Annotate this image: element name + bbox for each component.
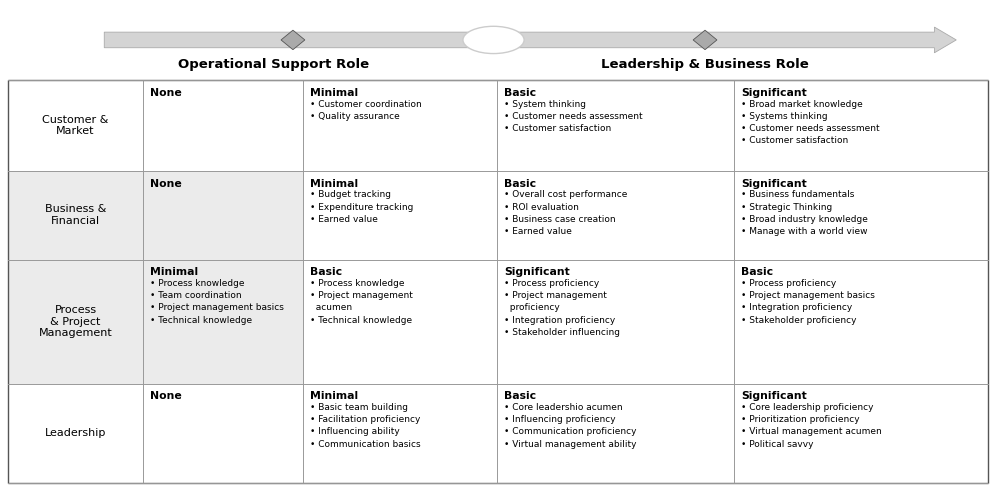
Text: Basic: Basic	[310, 267, 342, 278]
Bar	[303, 171, 497, 260]
Text: Basic: Basic	[741, 267, 774, 278]
Text: Minimal: Minimal	[310, 392, 358, 401]
Text: None: None	[150, 179, 182, 189]
Text: Significant: Significant	[741, 392, 807, 401]
Bar	[143, 80, 303, 171]
Text: Business &
Financial: Business & Financial	[45, 205, 106, 226]
Bar	[8, 171, 143, 260]
Text: • Process knowledge
• Project management
  acumen
• Technical knowledge: • Process knowledge • Project management…	[310, 279, 413, 324]
Bar	[497, 80, 734, 171]
Text: • Business fundamentals
• Strategic Thinking
• Broad industry knowledge
• Manage: • Business fundamentals • Strategic Thin…	[741, 190, 868, 236]
Text: Minimal: Minimal	[310, 179, 358, 189]
Bar	[8, 80, 988, 483]
Bar	[8, 384, 143, 483]
Bar	[303, 80, 497, 171]
Text: Minimal: Minimal	[150, 267, 199, 278]
Text: • Budget tracking
• Expenditure tracking
• Earned value: • Budget tracking • Expenditure tracking…	[310, 190, 413, 224]
Text: Basic: Basic	[504, 179, 536, 189]
Text: Customer &
Market: Customer & Market	[43, 115, 109, 136]
Bar	[734, 171, 988, 260]
Bar	[8, 80, 143, 171]
Bar	[303, 384, 497, 483]
Text: • Overall cost performance
• ROI evaluation
• Business case creation
• Earned va: • Overall cost performance • ROI evaluat…	[504, 190, 628, 236]
Polygon shape	[693, 30, 717, 50]
Text: • Process proficiency
• Project management
  proficiency
• Integration proficien: • Process proficiency • Project manageme…	[504, 279, 620, 337]
Ellipse shape	[463, 26, 524, 54]
Text: • Core leadershio acumen
• Influencing proficiency
• Communication proficiency
•: • Core leadershio acumen • Influencing p…	[504, 403, 637, 449]
Text: • Customer coordination
• Quality assurance: • Customer coordination • Quality assura…	[310, 100, 422, 121]
Bar	[143, 384, 303, 483]
Text: • Process knowledge
• Team coordination
• Project management basics
• Technical : • Process knowledge • Team coordination …	[150, 279, 284, 324]
Bar	[497, 384, 734, 483]
Text: Leadership: Leadership	[45, 429, 106, 438]
Text: Significant: Significant	[741, 179, 807, 189]
Polygon shape	[281, 30, 305, 50]
Bar	[497, 171, 734, 260]
Bar	[8, 260, 143, 384]
Text: • Basic team building
• Facilitation proficiency
• Influencing ability
• Communi: • Basic team building • Facilitation pro…	[310, 403, 420, 449]
Text: • System thinking
• Customer needs assessment
• Customer satisfaction: • System thinking • Customer needs asses…	[504, 100, 642, 133]
Bar	[734, 260, 988, 384]
Text: Basic: Basic	[504, 88, 536, 98]
Text: • Core leadership proficiency
• Prioritization proficiency
• Virtual management : • Core leadership proficiency • Prioriti…	[741, 403, 882, 449]
Text: None: None	[150, 392, 182, 401]
Text: Minimal: Minimal	[310, 88, 358, 98]
Text: Process
& Project
Management: Process & Project Management	[39, 305, 112, 338]
Text: • Broad market knowledge
• Systems thinking
• Customer needs assessment
• Custom: • Broad market knowledge • Systems think…	[741, 100, 880, 145]
Text: Significant: Significant	[741, 88, 807, 98]
Text: Operational Support Role: Operational Support Role	[178, 58, 368, 71]
Bar	[143, 260, 303, 384]
Text: Significant: Significant	[504, 267, 570, 278]
Text: Basic: Basic	[504, 392, 536, 401]
FancyArrow shape	[104, 27, 956, 53]
Bar	[303, 260, 497, 384]
Text: • Process proficiency
• Project management basics
• Integration proficiency
• St: • Process proficiency • Project manageme…	[741, 279, 875, 324]
Bar	[143, 171, 303, 260]
Bar	[497, 260, 734, 384]
Text: Leadership & Business Role: Leadership & Business Role	[601, 58, 809, 71]
Bar	[734, 384, 988, 483]
Text: None: None	[150, 88, 182, 98]
Bar	[734, 80, 988, 171]
